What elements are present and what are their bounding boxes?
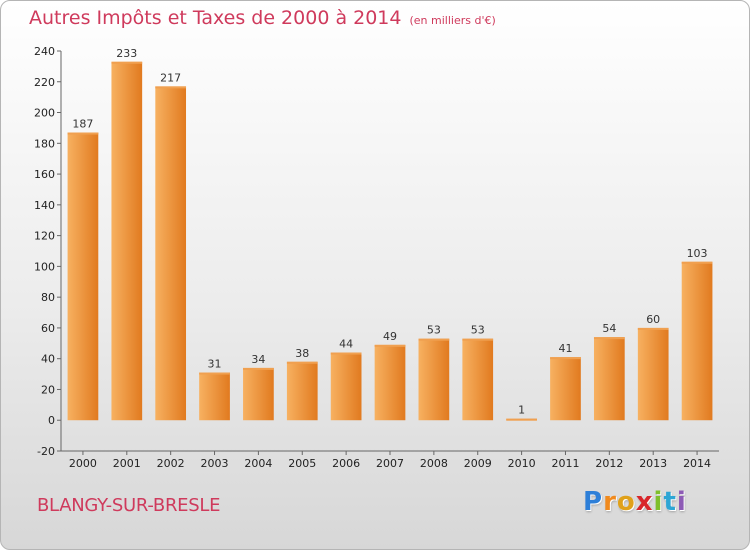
- bar-cap-2012: [593, 337, 625, 340]
- chart-title: Autres Impôts et Taxes de 2000 à 2014 (en…: [29, 7, 496, 29]
- x-tick-label-2006: 2006: [332, 457, 360, 470]
- bar-2008: [418, 338, 450, 421]
- x-axis: 2000 2001 2002 2003 2004 2005 2006 2007 2008 2009…: [69, 451, 711, 470]
- x-tick-label-2001: 2001: [113, 457, 141, 470]
- x-tick-label-2005: 2005: [288, 457, 316, 470]
- logo-letter: i: [676, 487, 687, 517]
- data-label-2009: 53: [471, 324, 485, 337]
- y-tick-label: 40: [41, 353, 55, 366]
- y-tick-label: 100: [34, 260, 55, 273]
- bar-cap-2001: [111, 61, 143, 64]
- y-tick-label: 20: [41, 383, 55, 396]
- bar-2012: [593, 337, 625, 421]
- y-tick-label: 240: [34, 45, 55, 58]
- x-tick-label-2014: 2014: [683, 457, 711, 470]
- data-label-2007: 49: [383, 330, 397, 343]
- y-tick-label: 160: [34, 168, 55, 181]
- y-tick-label: 200: [34, 107, 55, 120]
- logo-letter: P: [583, 487, 604, 517]
- x-tick-label-2009: 2009: [464, 457, 492, 470]
- data-label-2005: 38: [295, 347, 309, 360]
- y-tick-label: 180: [34, 137, 55, 150]
- x-tick-label-2008: 2008: [420, 457, 448, 470]
- x-tick-label-2012: 2012: [595, 457, 623, 470]
- bar-2009: [462, 338, 494, 421]
- bar-2013: [637, 327, 669, 421]
- logo-letter: r: [603, 487, 617, 517]
- bar-cap-2009: [462, 338, 494, 341]
- bar-cap-2005: [286, 361, 318, 364]
- y-tick-label: 120: [34, 230, 55, 243]
- data-label-2000: 187: [72, 118, 93, 131]
- y-tick-label: 0: [48, 414, 55, 427]
- data-label-2002: 217: [160, 71, 181, 84]
- commune-name: BLANGY-SUR-BRESLE: [37, 495, 221, 516]
- bar-cap-2010: [506, 418, 537, 421]
- data-label-2006: 44: [339, 338, 353, 351]
- y-tick-label: -20: [37, 445, 55, 458]
- data-label-2011: 41: [558, 342, 572, 355]
- bar-2007: [374, 344, 406, 421]
- y-tick-label: 80: [41, 291, 55, 304]
- data-label-2013: 60: [646, 313, 660, 326]
- y-tick-label: 220: [34, 76, 55, 89]
- bar-2003: [199, 372, 230, 421]
- bar-2011: [550, 357, 581, 421]
- bar-cap-2000: [67, 132, 99, 135]
- x-tick-label-2013: 2013: [639, 457, 667, 470]
- bar-2004: [243, 367, 274, 421]
- x-tick-label-2002: 2002: [157, 457, 185, 470]
- y-tick-label: 60: [41, 322, 55, 335]
- bar-cap-2013: [637, 327, 669, 330]
- bar-2014: [681, 261, 713, 421]
- logo-letter: o: [616, 487, 636, 517]
- bar-2001: [111, 61, 143, 421]
- bar-cap-2002: [155, 86, 187, 89]
- x-tick-label-2010: 2010: [508, 457, 536, 470]
- x-tick-label-2000: 2000: [69, 457, 97, 470]
- data-labels: 187 233 217 31 34 38 44 49 53 53 1 41 54 60 103: [72, 47, 707, 417]
- data-label-2004: 34: [251, 353, 265, 366]
- data-label-2010: 1: [518, 404, 525, 417]
- chart-title-main: Autres Impôts et Taxes de 2000 à 2014: [29, 7, 402, 29]
- bar-2005: [286, 361, 318, 421]
- logo-letter: i: [653, 487, 664, 517]
- data-label-2008: 53: [427, 324, 441, 337]
- bar-cap-2004: [243, 367, 274, 370]
- bar-cap-2006: [330, 352, 362, 355]
- y-tick-label: 140: [34, 199, 55, 212]
- bar-2002: [155, 86, 187, 421]
- logo-letter: t: [663, 487, 677, 517]
- bars: [67, 61, 713, 421]
- data-label-2014: 103: [687, 247, 708, 260]
- bar-2000: [67, 132, 99, 421]
- logo-letter: x: [635, 487, 654, 517]
- x-tick-label-2003: 2003: [201, 457, 229, 470]
- x-tick-label-2004: 2004: [244, 457, 272, 470]
- bar-cap-2003: [199, 372, 230, 375]
- bar-cap-2007: [374, 344, 406, 347]
- x-tick-label-2007: 2007: [376, 457, 404, 470]
- bar-cap-2011: [550, 357, 581, 360]
- bar-cap-2008: [418, 338, 450, 341]
- proxiti-logo[interactable]: Proxiti: [583, 487, 687, 517]
- bar-cap-2014: [681, 261, 713, 264]
- chart-subtitle: (en milliers d'€): [409, 14, 496, 27]
- bar-2006: [330, 352, 362, 421]
- x-tick-label-2011: 2011: [551, 457, 579, 470]
- data-label-2003: 31: [208, 358, 222, 371]
- data-label-2012: 54: [602, 322, 616, 335]
- data-label-2001: 233: [116, 47, 137, 60]
